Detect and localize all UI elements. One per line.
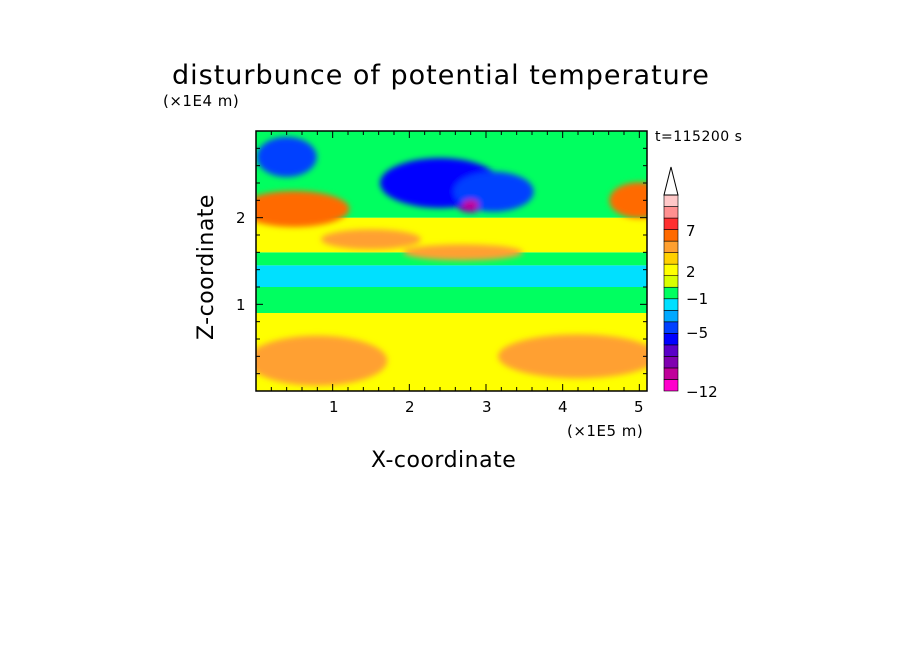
- z-axis-unit: (×1E4 m): [163, 92, 240, 110]
- x-tick-label: 5: [634, 398, 644, 416]
- field-feature: [321, 229, 421, 250]
- colorbar-swatch: [663, 252, 679, 265]
- colorbar-swatch: [663, 367, 679, 380]
- field-feature-core: [462, 199, 479, 210]
- colorbar-swatch: [663, 263, 679, 277]
- x-tick-label: 3: [482, 398, 492, 416]
- colorbar-swatch: [663, 229, 679, 242]
- colorbar-swatch: [663, 286, 679, 300]
- colorbar-swatch: [663, 356, 679, 369]
- field-feature: [403, 244, 523, 261]
- y-tick-label: 2: [236, 209, 246, 227]
- colorbar-swatch: [663, 309, 679, 323]
- colorbar-swatch: [663, 298, 679, 311]
- colorbar-swatch: [663, 217, 679, 230]
- field-feature: [256, 137, 317, 177]
- colorbar-swatch: [663, 321, 679, 334]
- colorbar-swatch: [663, 206, 679, 219]
- colorbar-swatch: [663, 333, 679, 346]
- x-tick-label: 4: [558, 398, 568, 416]
- colorbar-swatch: [663, 344, 679, 357]
- field-band: [256, 287, 647, 313]
- colorbar-swatch: [663, 275, 679, 288]
- colorbar-tick-label: −1: [686, 290, 709, 308]
- x-tick-label: 1: [329, 398, 339, 416]
- field-band: [256, 265, 647, 287]
- colorbar-extend-arrow: [663, 166, 679, 196]
- colorbar-swatch: [663, 379, 679, 392]
- x-tick-label: 2: [405, 398, 415, 416]
- colorbar-tick-label: 7: [686, 222, 696, 240]
- x-axis-unit: (×1E5 m): [567, 422, 644, 440]
- y-axis-label: Z-coordinate: [194, 194, 219, 340]
- colorbar-swatch: [663, 194, 679, 207]
- time-label: t=115200 s: [655, 129, 743, 145]
- colorbar-tick-label: −12: [686, 383, 718, 401]
- colorbar-swatch: [663, 240, 679, 253]
- heatmap-field: [256, 131, 647, 391]
- chart-title: disturbunce of potential temperature: [172, 60, 710, 91]
- y-tick-label: 1: [236, 296, 246, 314]
- colorbar-tick-label: 2: [686, 263, 696, 281]
- colorbar-tick-label: −5: [686, 324, 709, 342]
- x-axis-label: X-coordinate: [371, 448, 517, 473]
